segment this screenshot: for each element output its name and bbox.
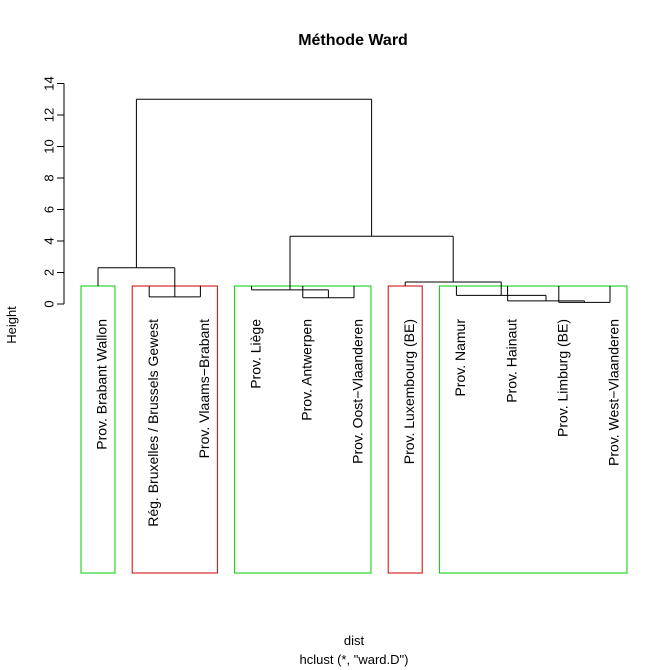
- y-tick-label: 10: [41, 139, 56, 153]
- leaf-label: Prov. Limburg (BE): [555, 319, 571, 437]
- leaf-label: Prov. Vlaams−Brabant: [196, 319, 212, 459]
- y-tick-label: 8: [41, 174, 56, 181]
- y-tick-label: 0: [41, 300, 56, 307]
- leaf-label: Prov. Liège: [247, 319, 263, 389]
- leaf-label: Prov. Hainaut: [503, 319, 519, 403]
- y-tick-label: 2: [41, 269, 56, 276]
- cluster-box: [438, 285, 628, 574]
- y-axis: 0 2 4 6 8 10 12 14: [41, 76, 65, 308]
- y-tick-label: 4: [41, 237, 56, 244]
- x-axis-label: dist: [344, 633, 365, 648]
- leaf-label: Prov. West−Vlaanderen: [606, 319, 622, 466]
- leaf-label: Prov. Namur: [452, 319, 468, 397]
- y-axis-label: Height: [4, 306, 19, 344]
- leaf-label: Prov. Antwerpen: [299, 319, 315, 421]
- chart-title: Méthode Ward: [298, 32, 408, 49]
- dendrogram-branches: [97, 98, 611, 303]
- leaf-label: Prov. Brabant Wallon: [94, 319, 110, 450]
- leaf-label: Prov. Oost−Vlaanderen: [350, 319, 366, 464]
- chart-subtitle: hclust (*, "ward.D"): [300, 652, 409, 667]
- y-tick-label: 12: [41, 108, 56, 122]
- y-tick-label: 6: [41, 206, 56, 213]
- leaf-label: Rég. Bruxelles / Brussels Gewest: [145, 319, 161, 527]
- y-tick-label: 14: [41, 76, 56, 90]
- leaf-label: Prov. Luxembourg (BE): [401, 319, 417, 464]
- leaf-labels: Prov. Brabant Wallon Rég. Bruxelles / Bru…: [94, 319, 622, 527]
